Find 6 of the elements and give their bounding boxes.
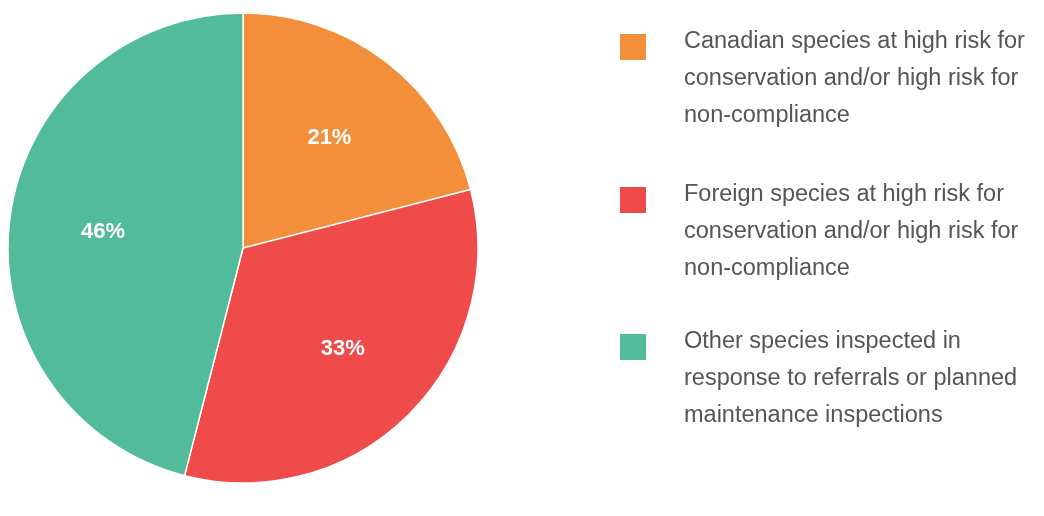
legend-label: Foreign species at high risk for conservation and/or high risk for non-compliance [684,179,1020,282]
legend-label: Other species inspected in response to referrals or planned maintenance inspections [684,326,1019,429]
legend-label: Canadian species at high risk for conservation and/or high risk for non-compliance [684,26,1026,129]
data-label: 21% [307,124,352,150]
data-label: 46% [81,217,126,243]
data-label: 33% [320,335,365,361]
